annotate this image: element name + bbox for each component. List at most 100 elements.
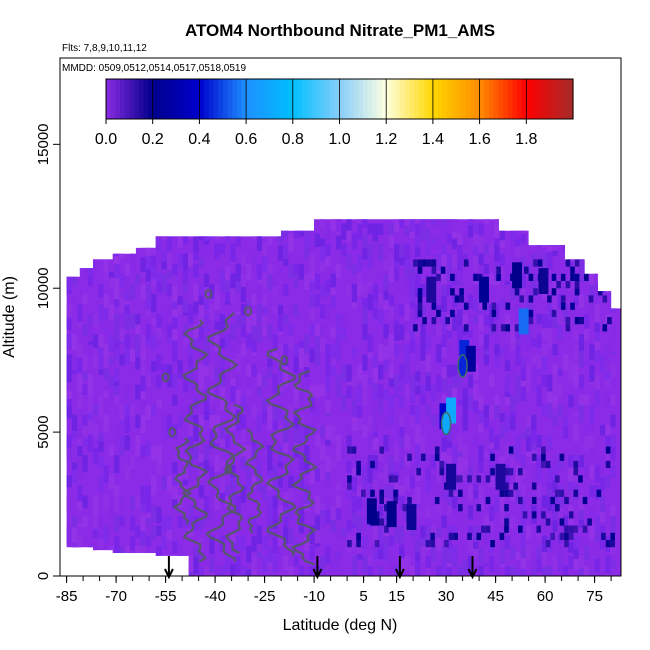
heat-cell (119, 435, 125, 446)
heat-cell (235, 374, 241, 390)
heat-cell (552, 555, 558, 570)
heat-cell (605, 424, 611, 436)
heat-cell (409, 404, 416, 416)
heat-cell (304, 445, 310, 456)
heat-cell (182, 263, 189, 282)
heat-cell (430, 455, 437, 469)
heat-cell (251, 535, 257, 552)
heat-cell (98, 535, 104, 548)
heat-cell (214, 384, 220, 396)
heat-cell (82, 263, 88, 276)
heat-cell (98, 435, 104, 452)
heat-cell (372, 354, 379, 368)
heat-cell (420, 223, 426, 241)
heat-cell (71, 223, 78, 242)
heat-cell (462, 555, 468, 574)
heat-cell (156, 219, 162, 228)
heat-cell (372, 233, 379, 252)
heat-cell (82, 223, 88, 240)
heat-cell (436, 273, 441, 281)
heat-cell (587, 518, 592, 526)
heat-cell (283, 555, 289, 571)
colorbar-segment (414, 79, 420, 119)
heat-cell (135, 565, 141, 576)
heat-cell (441, 354, 447, 367)
heat-cell (536, 555, 542, 573)
heat-cell (335, 475, 342, 492)
flight-arrows (164, 556, 478, 580)
heat-cell (552, 314, 558, 328)
colorbar-segment (516, 79, 523, 119)
heat-cell (415, 525, 421, 539)
heat-cell (108, 505, 115, 519)
heat-cell (283, 253, 289, 266)
heat-cell (504, 414, 511, 433)
heat-cell (467, 535, 474, 552)
heat-cell (388, 233, 394, 248)
heat-cell (93, 424, 99, 439)
heat-cell (166, 475, 173, 493)
heat-cell (87, 324, 93, 342)
heat-cell (309, 525, 315, 545)
heat-cell (71, 219, 78, 229)
heat-cell (372, 455, 379, 470)
heat-cell (214, 294, 220, 310)
heat-cell (547, 295, 552, 303)
heat-cell (330, 394, 336, 412)
heat-cell (77, 485, 83, 502)
heat-cell (182, 374, 189, 393)
heat-cell (219, 374, 225, 387)
heat-cell (489, 475, 495, 488)
heat-cell (559, 532, 565, 540)
heat-cell (82, 525, 88, 544)
heat-cell (372, 414, 379, 433)
heat-cell (214, 283, 220, 296)
heat-cell (499, 525, 505, 540)
heat-cell (124, 435, 130, 451)
heat-cell (288, 475, 294, 489)
heat-cell (77, 354, 83, 373)
heat-cell (547, 565, 553, 576)
heat-cell (445, 317, 450, 325)
heat-cell (240, 424, 247, 442)
colorbar-tick-label: 0.2 (142, 131, 164, 148)
heat-cell (444, 540, 449, 548)
heat-cell (610, 414, 616, 428)
heat-cell (71, 414, 78, 431)
heat-cell (374, 518, 380, 526)
heat-cell (283, 324, 289, 336)
heat-cell (372, 485, 379, 498)
heat-cell (77, 465, 83, 480)
heat-cell (531, 223, 537, 239)
heat-cell (483, 314, 489, 326)
heat-cell (188, 253, 194, 267)
heat-cell (508, 489, 514, 497)
heat-cell (457, 304, 463, 318)
heat-cell (114, 535, 120, 552)
heat-cell (182, 324, 189, 338)
heat-cell (135, 273, 141, 285)
heat-cell (610, 243, 616, 256)
heat-cell (272, 374, 278, 394)
heat-cell (531, 511, 537, 519)
heat-cell (441, 219, 447, 227)
heat-cell (309, 223, 315, 237)
heat-cell (93, 445, 99, 464)
heat-cell (402, 504, 408, 512)
heat-cell (135, 324, 141, 335)
heat-cell (219, 334, 225, 349)
heat-cell (209, 223, 215, 240)
heat-cell (209, 424, 215, 440)
heat-cell (304, 424, 310, 440)
heat-cell (77, 455, 83, 472)
heat-cell (578, 344, 585, 358)
heat-cell (565, 281, 571, 289)
x-tick-label: -25 (254, 588, 276, 605)
heat-cell (565, 259, 571, 267)
heat-cell (77, 344, 83, 358)
heat-cell (483, 475, 489, 494)
heat-cell (531, 465, 537, 482)
heat-cell (499, 384, 505, 398)
x-tick-label: 30 (438, 588, 455, 605)
heat-cell (347, 540, 352, 548)
